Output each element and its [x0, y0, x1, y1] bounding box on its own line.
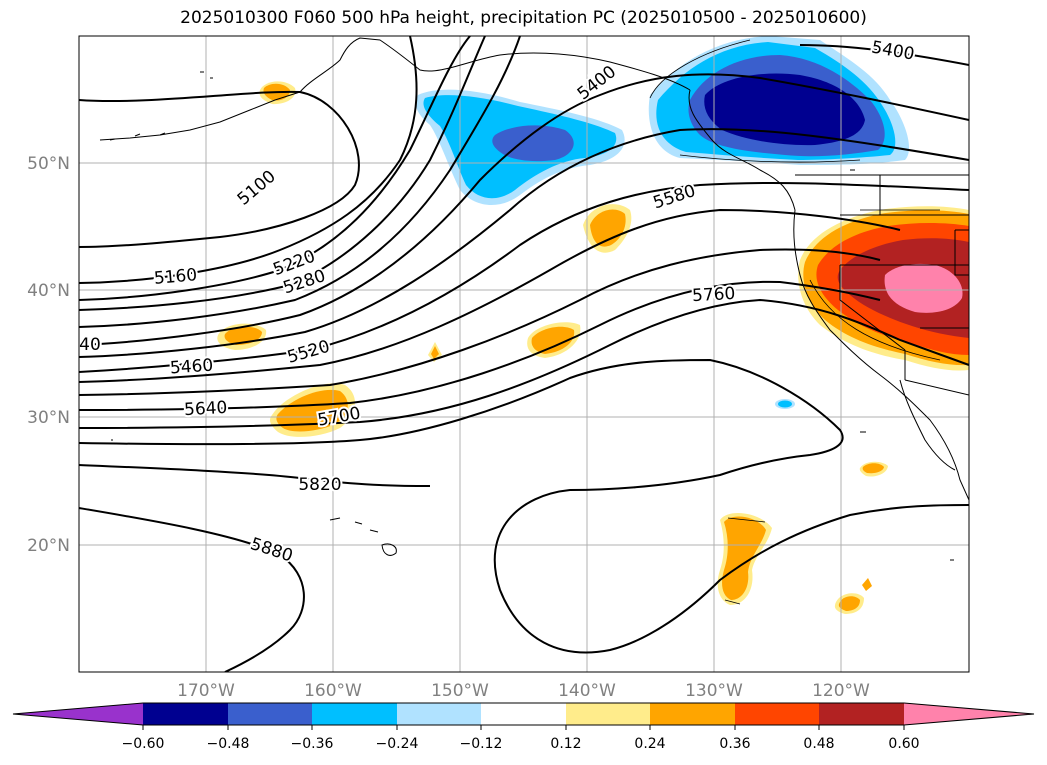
colorbar-tick-4: −0.24	[376, 736, 419, 752]
colorbar-tick-8: 0.36	[719, 736, 750, 752]
colorbar-extend-min	[13, 703, 143, 725]
longitude-labels: 170°W 160°W 150°W 140°W 130°W 120°W	[177, 681, 870, 701]
contour-5520	[79, 181, 969, 373]
colorbar: −0.60 −0.48 −0.36 −0.24 −0.12 0.12 0.24 …	[12, 702, 1035, 752]
contour-5340	[79, 36, 521, 328]
colorbar-bin-5	[481, 703, 566, 725]
contour-label-partial: 40	[79, 335, 101, 355]
contour-5580	[79, 208, 901, 383]
contour-5220	[79, 36, 471, 301]
contour-5820	[79, 358, 969, 654]
colorbar-bin-6	[566, 703, 650, 725]
lat-label-30n: 30°N	[27, 408, 70, 428]
contour-5940	[79, 507, 305, 672]
lat-label-40n: 40°N	[27, 281, 70, 301]
lon-label-140w: 140°W	[558, 681, 616, 701]
contour-5400-north	[799, 44, 969, 66]
colorbar-tick-3: −0.36	[291, 736, 334, 752]
lon-label-150w: 150°W	[431, 681, 489, 701]
colorbar-tick-1: −0.60	[122, 736, 165, 752]
colorbar-bin-4	[397, 703, 481, 725]
lat-label-20n: 20°N	[27, 536, 70, 556]
contour-5460	[79, 128, 969, 358]
colorbar-bin-1	[143, 703, 228, 725]
colorbar-extend-max	[904, 703, 1034, 725]
contour-5880	[79, 464, 431, 487]
lon-label-170w: 170°W	[177, 681, 235, 701]
contour-5280	[79, 36, 486, 311]
contour-5100	[79, 90, 360, 248]
map-frame	[78, 35, 970, 673]
colorbar-tick-9: 0.48	[803, 736, 834, 752]
colorbar-tick-6: 0.12	[550, 736, 581, 752]
lon-label-120w: 120°W	[812, 681, 870, 701]
colorbar-tick-10: 0.60	[888, 736, 919, 752]
colorbar-bin-7	[650, 703, 735, 725]
colorbar-tick-2: −0.48	[207, 736, 250, 752]
latitude-labels: 50°N 40°N 30°N 20°N	[27, 154, 70, 556]
contour-label-5760: 5760	[692, 284, 736, 306]
lat-label-50n: 50°N	[27, 154, 70, 174]
colorbar-bin-9	[819, 703, 904, 725]
colorbar-bin-8	[735, 703, 819, 725]
colorbar-bin-2	[228, 703, 312, 725]
contour-label-5820: 5820	[298, 475, 341, 495]
contour-5640	[79, 248, 881, 396]
colorbar-tick-5: −0.12	[460, 736, 503, 752]
colorbar-bin-3	[312, 703, 397, 725]
contour-5160	[79, 36, 418, 284]
coastlines	[99, 37, 969, 561]
contour-5760	[79, 298, 969, 429]
map-title: 2025010300 F060 500 hPa height, precipit…	[180, 8, 867, 28]
contour-label-5640: 5640	[184, 398, 228, 420]
colorbar-tick-7: 0.24	[634, 736, 665, 752]
lon-label-130w: 130°W	[685, 681, 743, 701]
contour-5400	[79, 73, 969, 346]
contour-label-5460: 5460	[169, 356, 214, 379]
contour-label-5160: 5160	[153, 265, 198, 289]
height-contours	[79, 36, 969, 672]
contour-5700	[79, 280, 881, 411]
lon-label-160w: 160°W	[304, 681, 362, 701]
